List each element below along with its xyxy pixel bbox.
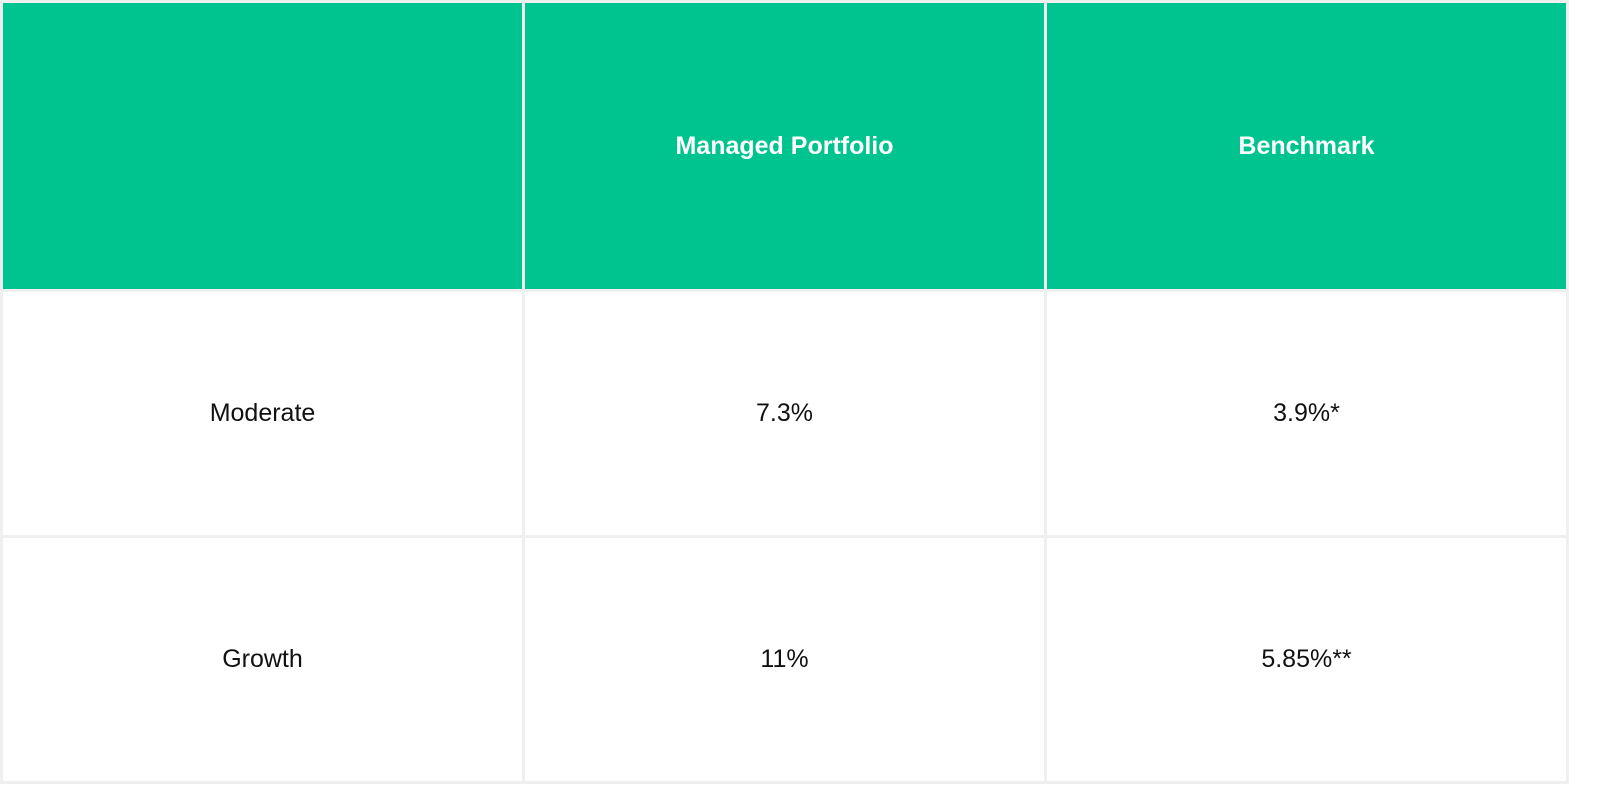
row-label: Growth bbox=[0, 535, 525, 784]
header-managed-portfolio: Managed Portfolio bbox=[522, 0, 1047, 292]
benchmark-value: 5.85%** bbox=[1044, 535, 1569, 784]
managed-value: 7.3% bbox=[522, 289, 1047, 538]
table-row: Growth 11% 5.85%** bbox=[0, 535, 1569, 784]
managed-value: 11% bbox=[522, 535, 1047, 784]
table-row: Moderate 7.3% 3.9%* bbox=[0, 289, 1569, 538]
header-empty bbox=[0, 0, 525, 292]
header-row: Managed Portfolio Benchmark bbox=[0, 0, 1569, 292]
returns-table: Managed Portfolio Benchmark Moderate 7.3… bbox=[0, 0, 1569, 784]
benchmark-value: 3.9%* bbox=[1044, 289, 1569, 538]
header-benchmark: Benchmark bbox=[1044, 0, 1569, 292]
row-label: Moderate bbox=[0, 289, 525, 538]
